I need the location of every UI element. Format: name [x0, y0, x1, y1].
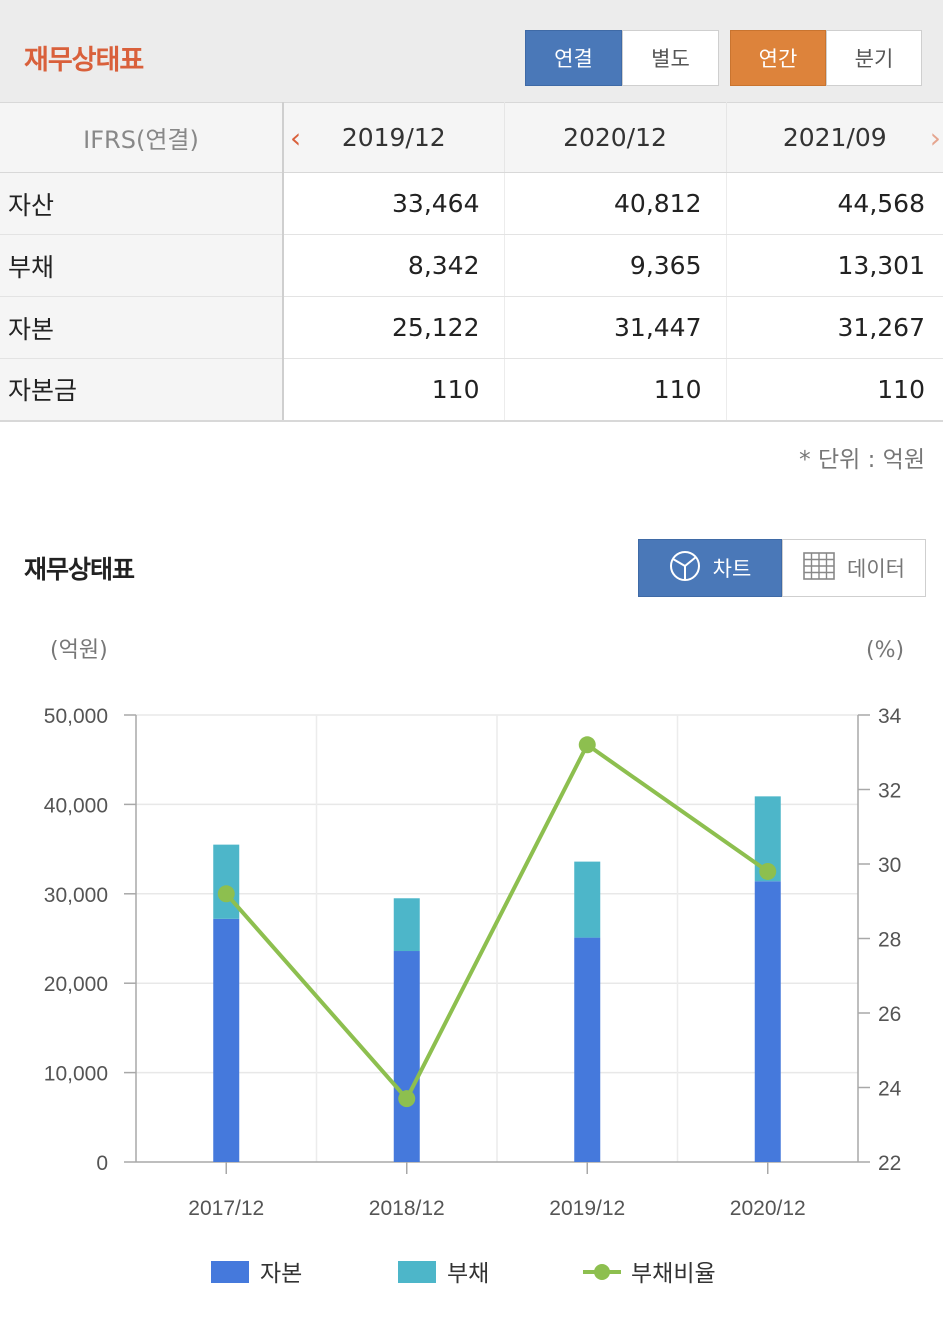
chart-section-title: 재무상태표 [24, 555, 135, 584]
column-header: 2020/12 [504, 102, 727, 173]
row-label: 자본 [0, 296, 284, 359]
consolidation-toggle: 연결 별도 [525, 30, 719, 86]
data-view-label: 데이터 [847, 557, 905, 581]
column-header-label: 2019/12 [341, 123, 446, 152]
balance-sheet-table: IFRS(연결) ‹ 2019/12 2020/12 2021/09 › 자산 … [0, 102, 943, 422]
ratio-point [578, 736, 596, 754]
prev-period-arrow-icon[interactable]: ‹ [290, 121, 302, 154]
row-label: 자본금 [0, 358, 284, 422]
y-tick-label-left: 10,000 [44, 1063, 108, 1086]
page-title: 재무상태표 [24, 45, 144, 76]
legend-swatch-equity [211, 1261, 249, 1283]
table-cell: 8,342 [283, 234, 505, 297]
table-cell: 31,447 [504, 296, 727, 359]
chart-canvas: 0 10,000 20,000 30,000 40,000 50,000 22 24 26 28 3… [44, 638, 904, 1287]
legend-swatch-liabilities [398, 1261, 436, 1283]
bar-equity [213, 918, 240, 1162]
x-tick-label: 2018/12 [369, 1197, 445, 1220]
table-cell: 31,267 [726, 296, 943, 359]
ratio-point [217, 885, 235, 903]
y-tick-label-right: 26 [878, 1003, 901, 1026]
y-tick-label-left: 30,000 [44, 884, 108, 907]
y-tick-label-left: 20,000 [44, 973, 108, 996]
bar-liabilities [393, 898, 420, 952]
consolidated-button[interactable]: 연결 [525, 30, 622, 86]
view-toggle: 차트 데이터 [638, 539, 926, 597]
bar-equity [754, 881, 781, 1162]
column-header: ‹ 2019/12 [283, 102, 505, 173]
table-cell: 110 [726, 358, 943, 422]
legend-label-ratio: 부채비율 [631, 1261, 716, 1287]
y-tick-label-left: 0 [96, 1152, 108, 1175]
table-header-row: IFRS(연결) ‹ 2019/12 2020/12 2021/09 › [0, 102, 943, 173]
table-cell: 40,812 [504, 172, 727, 235]
balance-sheet-chart: 0 10,000 20,000 30,000 40,000 50,000 22 24 26 28 3… [0, 620, 943, 1320]
y-tick-label-right: 28 [878, 929, 901, 952]
y-tick-label-left: 40,000 [44, 794, 108, 817]
next-period-arrow-icon[interactable]: › [929, 121, 941, 154]
ratio-line [224, 742, 769, 1101]
table-cell: 33,464 [283, 172, 505, 235]
chart-view-label: 차트 [712, 557, 752, 581]
y-tick-label-left: 50,000 [44, 705, 108, 728]
ratio-point [759, 862, 777, 880]
table-row: 자본금 110 110 110 [0, 358, 943, 422]
bar-equity [574, 937, 601, 1162]
column-header-label: 2021/09 [782, 123, 887, 152]
table-cell: 9,365 [504, 234, 727, 297]
table-cell: 13,301 [726, 234, 943, 297]
bar-equity [393, 951, 420, 1162]
table-row: 자본 25,122 31,447 31,267 [0, 296, 943, 359]
separate-button[interactable]: 별도 [622, 30, 719, 86]
legend-swatch-ratio-point [594, 1264, 610, 1280]
y-tick-label-right: 22 [878, 1152, 901, 1175]
bar-liabilities [574, 861, 601, 938]
table-row: 자산 33,464 40,812 44,568 [0, 172, 943, 235]
unit-note: * 단위 : 억원 [799, 447, 925, 473]
table-cell: 110 [283, 358, 505, 422]
legend-label-equity: 자본 [260, 1261, 302, 1287]
top-header: 재무상태표 연결 별도 연간 분기 [0, 0, 943, 102]
bar-liabilities [213, 844, 240, 919]
y-axis-right-label: (%) [866, 638, 904, 663]
x-tick-label: 2020/12 [730, 1197, 806, 1220]
y-tick-label-right: 30 [878, 854, 901, 877]
y-tick-label-right: 24 [878, 1078, 902, 1101]
ratio-point [398, 1090, 416, 1108]
ifrs-header: IFRS(연결) [0, 102, 284, 173]
table-cell: 110 [504, 358, 727, 422]
column-header: 2021/09 › [726, 102, 943, 173]
chart-view-button[interactable]: 차트 [638, 539, 782, 597]
row-label: 자산 [0, 172, 284, 235]
y-tick-label-right: 32 [878, 780, 901, 803]
data-view-button[interactable]: 데이터 [782, 539, 926, 597]
x-tick-label: 2019/12 [549, 1197, 625, 1220]
table-cell: 44,568 [726, 172, 943, 235]
y-axis-left-label: (억원) [50, 638, 108, 663]
grid-table-icon [803, 551, 835, 585]
table-row: 부채 8,342 9,365 13,301 [0, 234, 943, 297]
quarterly-button[interactable]: 분기 [826, 30, 922, 86]
row-label: 부채 [0, 234, 284, 297]
annual-button[interactable]: 연간 [730, 30, 826, 86]
pie-chart-icon [669, 550, 701, 587]
legend-label-liabilities: 부채 [447, 1261, 489, 1287]
column-header-label: 2020/12 [563, 123, 667, 152]
table-cell: 25,122 [283, 296, 505, 359]
x-tick-label: 2017/12 [188, 1197, 264, 1220]
period-toggle: 연간 분기 [730, 30, 922, 86]
y-tick-label-right: 34 [878, 705, 902, 728]
